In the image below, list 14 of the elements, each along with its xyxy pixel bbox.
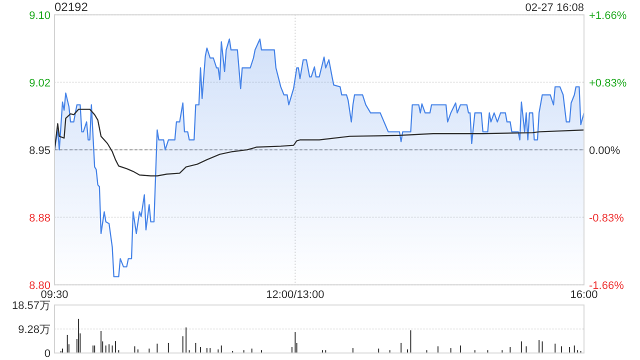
y-tick-label: 8.95 [29, 144, 50, 157]
y-tick-label: 9.10 [29, 10, 50, 22]
y-tick-label: 9.28万 [18, 324, 50, 336]
y2-tick-label: 0.00% [589, 144, 620, 157]
y-tick-label: 18.57万 [12, 300, 50, 312]
y2-tick-label: +1.66% [589, 10, 627, 22]
chart-title: 02192 [54, 0, 88, 14]
y2-tick-label: +0.83% [589, 77, 627, 90]
y-tick-label: 0 [44, 348, 50, 360]
y-tick-label: 9.02 [29, 77, 50, 90]
y2-tick-label: -0.83% [589, 212, 624, 224]
x-tick-label: 12:00/13:00 [266, 288, 324, 301]
text: 02-27 16:08 [525, 2, 584, 14]
y-tick-label: 8.88 [29, 212, 50, 224]
